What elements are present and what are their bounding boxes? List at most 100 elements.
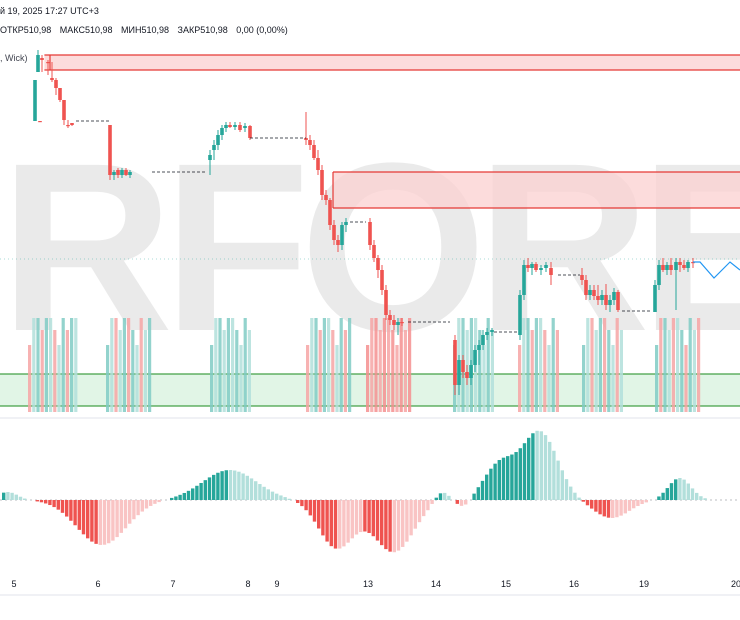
volume-bar <box>40 330 44 412</box>
candle-body <box>116 170 120 175</box>
osc-bar <box>590 500 594 509</box>
volume-bar <box>611 345 615 412</box>
osc-bar <box>119 500 123 533</box>
osc-bar <box>518 448 522 500</box>
candle-body <box>592 290 596 296</box>
osc-bar <box>514 452 518 500</box>
osc-bar <box>669 483 674 500</box>
volume-bar <box>378 330 382 412</box>
volume-bar <box>543 330 547 412</box>
ohlc-low: МИН510,98 <box>121 25 169 35</box>
osc-bar <box>153 500 157 504</box>
osc-bar <box>522 443 527 500</box>
zone-resistance <box>44 55 740 70</box>
osc-bar <box>228 470 233 500</box>
candle-body <box>608 300 612 305</box>
osc-bar <box>296 500 300 503</box>
volume-bar <box>692 330 696 412</box>
osc-bar <box>548 441 552 500</box>
osc-bar <box>157 500 161 503</box>
volume-bar <box>74 318 78 412</box>
volume-bar <box>226 318 230 412</box>
candle-body <box>600 295 604 300</box>
osc-bar <box>695 492 699 500</box>
volume-bar <box>619 330 623 412</box>
candle-body <box>457 360 461 385</box>
osc-bar <box>199 482 203 500</box>
candle-body <box>534 264 538 270</box>
osc-bar <box>359 500 363 533</box>
x-tick-label: 19 <box>639 579 649 589</box>
candle-body <box>70 123 74 125</box>
osc-bar <box>497 460 501 500</box>
candle-body <box>336 240 340 245</box>
osc-bar <box>136 500 140 516</box>
osc-bar <box>308 500 312 516</box>
candle-body <box>392 320 396 325</box>
osc-bar <box>543 435 548 500</box>
osc-bar <box>443 492 447 500</box>
osc-bar <box>573 492 577 500</box>
osc-bar <box>426 500 430 511</box>
osc-bar <box>44 500 48 504</box>
osc-bar <box>283 497 287 500</box>
candle-body <box>657 265 661 285</box>
osc-bar <box>245 475 249 500</box>
volume-bar <box>387 318 391 412</box>
osc-bar <box>102 500 107 545</box>
candle-body <box>40 58 44 60</box>
osc-bar <box>94 500 98 544</box>
candle-body <box>332 225 336 240</box>
candle-body <box>340 225 344 245</box>
osc-bar <box>186 490 191 500</box>
osc-bar <box>325 500 329 542</box>
osc-bar <box>107 500 111 544</box>
osc-bar <box>73 500 77 526</box>
volume-bar <box>127 318 131 412</box>
osc-bar <box>531 433 535 500</box>
osc-bar <box>577 497 581 500</box>
osc-bar <box>270 491 275 500</box>
candle-body <box>216 135 220 145</box>
ohlc-change: 0,00 (0,00%) <box>236 25 288 35</box>
candle-body <box>481 335 485 345</box>
osc-bar <box>480 480 485 500</box>
volume-bar <box>65 330 69 412</box>
candle-body <box>224 125 228 128</box>
osc-bar <box>564 479 569 500</box>
osc-bar <box>661 492 665 500</box>
osc-bar <box>56 500 60 510</box>
candle-body <box>228 125 232 127</box>
osc-bar <box>527 437 531 500</box>
volume-bar <box>547 345 551 412</box>
osc-bar <box>380 500 384 546</box>
osc-bar <box>132 500 136 520</box>
osc-bar <box>682 479 686 500</box>
volume-bar <box>403 330 407 412</box>
volume-bar <box>247 330 251 412</box>
volume-bar <box>603 318 607 412</box>
candle-body <box>372 245 376 258</box>
volume-bar <box>671 318 675 412</box>
osc-bar <box>65 500 69 517</box>
volume-bar <box>663 318 667 412</box>
osc-bar <box>455 500 459 504</box>
osc-bar <box>128 500 132 524</box>
osc-bar <box>35 500 39 502</box>
volume-bar <box>143 330 147 412</box>
candle-body <box>304 138 308 140</box>
candle-body <box>522 265 526 295</box>
volume-bar <box>106 345 110 412</box>
candle-body <box>518 295 522 335</box>
candle-body <box>124 170 128 175</box>
osc-bar <box>2 492 6 500</box>
candle-body <box>549 268 553 275</box>
volume-bar <box>214 318 218 412</box>
osc-bar <box>52 500 56 508</box>
candle-body <box>112 172 116 175</box>
osc-bar <box>254 481 258 500</box>
candle-body <box>674 262 678 270</box>
volume-bar <box>210 345 214 412</box>
volume-bar <box>335 345 339 412</box>
candle-body <box>212 145 216 150</box>
